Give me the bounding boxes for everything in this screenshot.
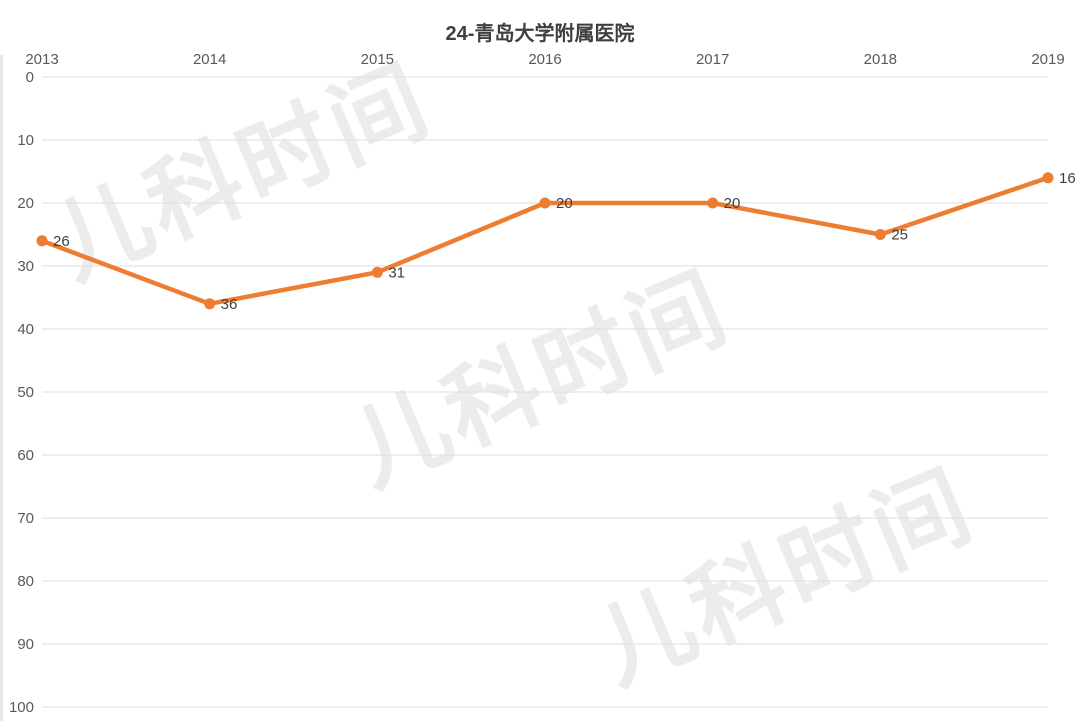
x-axis-tick-label: 2017: [696, 51, 729, 68]
page-edge: [0, 55, 3, 721]
y-axis-tick-label: 40: [17, 321, 34, 338]
data-point-marker: [539, 197, 551, 209]
x-axis-tick-label: 2016: [528, 51, 561, 68]
y-axis-tick-label: 90: [17, 636, 34, 653]
data-point-label: 20: [724, 195, 741, 212]
data-point-marker: [1042, 172, 1054, 184]
x-axis-tick-label: 2014: [193, 51, 226, 68]
y-axis-tick-label: 60: [17, 447, 34, 464]
data-point-marker: [371, 266, 383, 278]
x-axis-tick-label: 2013: [25, 51, 58, 68]
data-point-label: 20: [556, 195, 573, 212]
y-axis-tick-label: 80: [17, 573, 34, 590]
data-point-label: 16: [1059, 170, 1076, 187]
y-axis-tick-label: 20: [17, 195, 34, 212]
data-point-marker: [36, 235, 48, 247]
x-axis-tick-label: 2019: [1031, 51, 1064, 68]
chart-title: 24-青岛大学附属医院: [445, 23, 635, 45]
y-axis-tick-label: 30: [17, 258, 34, 275]
data-point-marker: [707, 197, 719, 209]
data-point-marker: [204, 298, 216, 310]
x-axis-tick-label: 2018: [864, 51, 897, 68]
data-point-label: 31: [388, 264, 405, 281]
data-point-marker: [874, 229, 886, 240]
data-point-label: 36: [221, 296, 238, 313]
y-axis-tick-label: 100: [9, 699, 34, 716]
y-axis-tick-label: 70: [17, 510, 34, 527]
x-axis-tick-label: 2015: [361, 51, 394, 68]
data-point-label: 26: [53, 233, 70, 250]
data-point-label: 25: [891, 227, 908, 244]
y-axis-tick-label: 50: [17, 384, 34, 401]
y-axis-tick-label: 10: [17, 132, 34, 149]
y-axis-tick-label: 0: [26, 69, 34, 86]
